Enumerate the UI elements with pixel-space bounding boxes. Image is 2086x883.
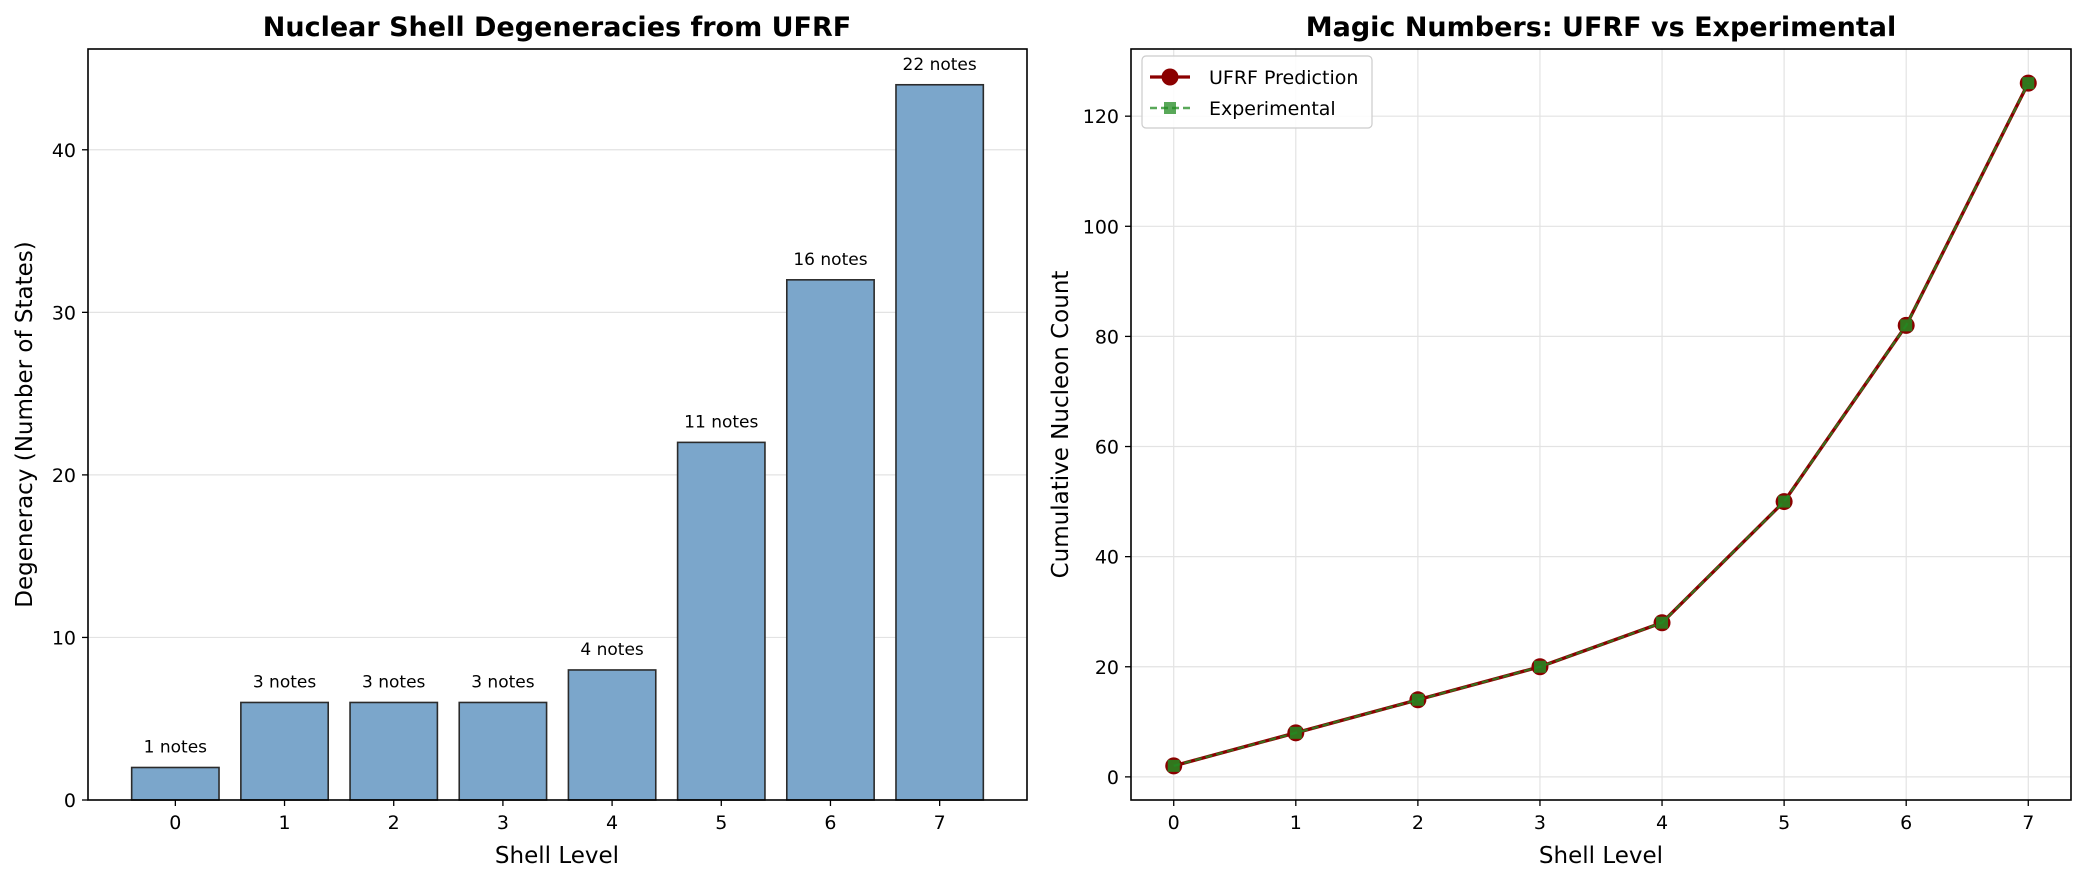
bar-chart-y-ticks: 0 10 20 30 40 — [52, 140, 88, 812]
bar — [676, 441, 766, 801]
line-chart-y-ticks: 0 20 40 60 80 100 120 — [1083, 106, 1131, 789]
bar-note-label: 3 notes — [362, 672, 426, 692]
bar-note-label: 16 notes — [793, 250, 867, 270]
bar — [785, 279, 875, 801]
legend-ufrf-label: UFRF Prediction — [1209, 67, 1358, 89]
experimental-point — [2022, 77, 2035, 90]
line-chart-gridlines — [1131, 49, 2071, 800]
line-x-tick-label: 5 — [1778, 812, 1790, 834]
bar — [458, 701, 548, 801]
line-y-tick-label: 80 — [1095, 326, 1119, 348]
bar-note-label: 22 notes — [903, 55, 977, 75]
line-x-tick-label: 4 — [1656, 812, 1668, 834]
bar-x-tick-label: 2 — [388, 812, 400, 834]
bar-chart-x-ticks: 0 1 2 3 4 5 6 7 — [169, 800, 946, 834]
bar-y-tick-label: 20 — [52, 465, 76, 487]
bar-y-tick-label: 30 — [52, 302, 76, 324]
experimental-point — [1533, 660, 1546, 673]
line-chart-legend: UFRF Prediction Experimental — [1141, 55, 1373, 129]
legend-entry-experimental: Experimental — [1150, 98, 1336, 120]
legend-experimental-label: Experimental — [1209, 98, 1336, 120]
bar-chart-bars — [130, 83, 985, 801]
ufrf-prediction-line — [1173, 82, 2030, 768]
line-chart-x-axis-label: Shell Level — [1539, 843, 1663, 869]
bar-x-tick-label: 7 — [934, 812, 946, 834]
line-chart-x-ticks: 0 1 2 3 4 5 6 7 — [1168, 800, 2034, 834]
line-y-tick-label: 20 — [1095, 657, 1119, 679]
experimental-point — [1167, 759, 1180, 772]
line-y-tick-label: 40 — [1095, 547, 1119, 569]
bar-note-label: 3 notes — [471, 672, 535, 692]
bar-y-tick-label: 0 — [64, 790, 76, 812]
legend-ufrf-marker — [1161, 68, 1179, 86]
bar — [567, 669, 657, 801]
line-chart-series — [1165, 74, 2037, 775]
line-chart-title: Magic Numbers: UFRF vs Experimental — [1306, 12, 1896, 43]
legend-entry-ufrf: UFRF Prediction — [1150, 67, 1358, 89]
line-chart-y-axis-label: Cumulative Nucleon Count — [1048, 271, 1074, 579]
line-x-tick-label: 1 — [1290, 812, 1302, 834]
bar-chart-y-axis-label: Degeneracy (Number of States) — [12, 241, 38, 607]
experimental-point — [1289, 726, 1302, 739]
experimental-point — [1656, 616, 1669, 629]
bar-chart-frame — [87, 48, 1028, 801]
bar-y-tick-label: 10 — [52, 627, 76, 649]
legend-box — [1141, 55, 1373, 129]
bar-note-label: 1 notes — [144, 737, 208, 757]
bar-chart-annotations: 1 notes 3 notes 3 notes 3 notes 4 notes 11 no… — [144, 55, 977, 758]
legend-experimental-marker — [1164, 102, 1176, 114]
magic-numbers-line-chart: Magic Numbers: UFRF vs Experimental 0 1 2 3… — [1048, 12, 2072, 869]
line-chart-frame — [1130, 48, 2072, 801]
bar-x-tick-label: 0 — [169, 812, 181, 834]
bar — [349, 701, 439, 801]
bar-y-tick-label: 40 — [52, 140, 76, 162]
bar-note-label: 3 notes — [253, 672, 317, 692]
bar-note-label: 11 notes — [684, 412, 758, 432]
bar-x-tick-label: 3 — [497, 812, 509, 834]
line-y-tick-label: 0 — [1107, 767, 1119, 789]
line-x-tick-label: 7 — [2022, 812, 2034, 834]
line-y-tick-label: 60 — [1095, 437, 1119, 459]
experimental-point — [1778, 495, 1791, 508]
bar — [130, 766, 220, 801]
bar-x-tick-label: 1 — [278, 812, 290, 834]
bar-note-label: 4 notes — [580, 640, 644, 660]
bar-x-tick-label: 6 — [824, 812, 836, 834]
bar — [895, 83, 985, 801]
bar-chart-gridlines — [88, 149, 1027, 801]
bar-x-tick-label: 5 — [715, 812, 727, 834]
bar — [240, 701, 330, 801]
line-y-tick-label: 120 — [1083, 106, 1119, 128]
experimental-point — [1411, 693, 1424, 706]
degeneracy-bar-chart: Nuclear Shell Degeneracies from UFRF 1 n… — [12, 12, 1028, 869]
line-y-tick-label: 100 — [1083, 216, 1119, 238]
bar-x-tick-label: 4 — [606, 812, 618, 834]
line-x-tick-label: 0 — [1168, 812, 1180, 834]
bar-chart-title: Nuclear Shell Degeneracies from UFRF — [263, 12, 851, 43]
bar-chart-x-axis-label: Shell Level — [495, 843, 619, 869]
experimental-point — [1900, 319, 1913, 332]
line-x-tick-label: 3 — [1534, 812, 1546, 834]
experimental-line — [1173, 82, 2030, 767]
line-x-tick-label: 2 — [1412, 812, 1424, 834]
line-x-tick-label: 6 — [1900, 812, 1912, 834]
